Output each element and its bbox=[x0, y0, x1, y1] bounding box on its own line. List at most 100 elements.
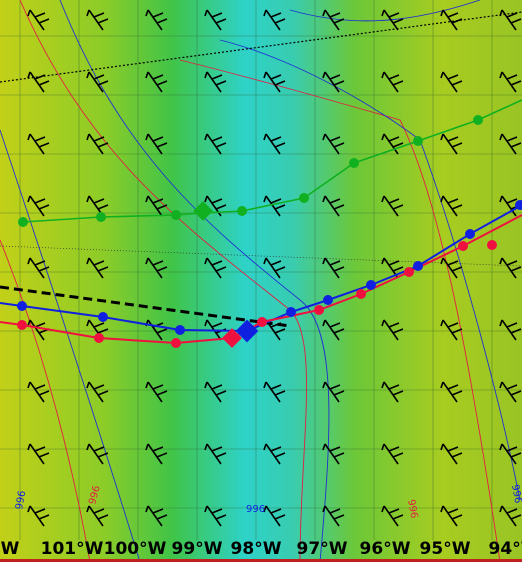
wind-barb bbox=[322, 9, 345, 31]
isobar-label: 996 bbox=[246, 504, 265, 515]
isobar-label: 996 bbox=[87, 484, 103, 505]
blue-point bbox=[98, 312, 108, 322]
wind-barb bbox=[381, 505, 404, 527]
wind-barb bbox=[499, 9, 522, 31]
wind-barb bbox=[204, 9, 227, 31]
forecast-dashed-track bbox=[0, 285, 291, 328]
red-point bbox=[257, 317, 267, 327]
wind-barb bbox=[322, 443, 345, 465]
longitude-label: 98°W bbox=[231, 539, 282, 559]
longitude-label: 95°W bbox=[420, 539, 471, 559]
wind-barb bbox=[263, 71, 286, 93]
wind-barb bbox=[204, 257, 227, 279]
wind-barb bbox=[86, 505, 109, 527]
green-point bbox=[473, 115, 483, 125]
wind-barb bbox=[499, 319, 522, 341]
graticule bbox=[0, 0, 522, 540]
wind-barb bbox=[86, 381, 109, 403]
wind-barb bbox=[322, 257, 345, 279]
blue-point bbox=[175, 325, 185, 335]
wind-barb bbox=[27, 257, 50, 279]
wind-barb bbox=[86, 71, 109, 93]
wind-barb bbox=[499, 257, 522, 279]
wind-barb bbox=[204, 195, 227, 217]
red-point bbox=[17, 320, 27, 330]
wind-barb bbox=[27, 443, 50, 465]
wind-barb bbox=[322, 505, 345, 527]
wind-barb bbox=[145, 381, 168, 403]
wind-barb bbox=[204, 381, 227, 403]
wind-barb bbox=[145, 195, 168, 217]
wind-barb bbox=[322, 133, 345, 155]
longitude-label: 94°W bbox=[489, 539, 522, 559]
wind-barb bbox=[440, 195, 463, 217]
green-point bbox=[18, 217, 28, 227]
green-point bbox=[413, 136, 423, 146]
longitude-label: 99°W bbox=[172, 539, 223, 559]
green-track bbox=[22, 99, 522, 223]
wind-barb bbox=[263, 381, 286, 403]
blue-point bbox=[17, 301, 27, 311]
wind-barb bbox=[86, 195, 109, 217]
wind-barb bbox=[204, 443, 227, 465]
wind-barb bbox=[27, 71, 50, 93]
wind-barb bbox=[27, 505, 50, 527]
wind-barb bbox=[381, 71, 404, 93]
wind-barb bbox=[145, 133, 168, 155]
wind-barb bbox=[440, 71, 463, 93]
green-point bbox=[96, 212, 106, 222]
wind-barb bbox=[27, 381, 50, 403]
wind-barb bbox=[145, 9, 168, 31]
longitude-label: 96°W bbox=[360, 539, 411, 559]
wind-barb bbox=[27, 195, 50, 217]
wind-barb bbox=[499, 195, 522, 217]
wind-barb bbox=[263, 195, 286, 217]
wind-barb bbox=[263, 443, 286, 465]
wind-barb bbox=[263, 133, 286, 155]
isobar-label: 996 bbox=[509, 484, 522, 505]
wind-barbs bbox=[27, 9, 522, 527]
wind-barb bbox=[499, 381, 522, 403]
wind-barb bbox=[381, 133, 404, 155]
wind-barb bbox=[322, 195, 345, 217]
red-point bbox=[487, 240, 497, 250]
red-point bbox=[458, 241, 468, 251]
longitude-label: 100°W bbox=[104, 539, 167, 559]
blue-point bbox=[413, 261, 423, 271]
wind-barb bbox=[499, 71, 522, 93]
longitude-label: 102°W bbox=[0, 539, 20, 559]
blue-point bbox=[366, 280, 376, 290]
wind-barb bbox=[27, 9, 50, 31]
wind-barb bbox=[440, 133, 463, 155]
wind-barb bbox=[86, 257, 109, 279]
wind-barb bbox=[440, 319, 463, 341]
wind-barb bbox=[322, 381, 345, 403]
wind-barb bbox=[263, 505, 286, 527]
green-point bbox=[171, 210, 181, 220]
wind-barb bbox=[86, 443, 109, 465]
longitude-label: 101°W bbox=[41, 539, 104, 559]
wind-barb bbox=[145, 71, 168, 93]
wind-barb bbox=[27, 319, 50, 341]
wind-barb bbox=[381, 195, 404, 217]
wind-barb bbox=[499, 133, 522, 155]
wind-barb bbox=[204, 505, 227, 527]
green-point bbox=[349, 158, 359, 168]
wind-barb bbox=[440, 443, 463, 465]
bottom-border bbox=[0, 559, 522, 562]
wind-barb bbox=[499, 443, 522, 465]
blue-point bbox=[515, 200, 522, 210]
wind-barb bbox=[440, 505, 463, 527]
red-point bbox=[171, 338, 181, 348]
red-point bbox=[314, 305, 324, 315]
wind-barb bbox=[86, 319, 109, 341]
green-marker bbox=[193, 201, 213, 221]
blue-point bbox=[286, 307, 296, 317]
wind-barb bbox=[322, 71, 345, 93]
wind-barb bbox=[145, 319, 168, 341]
red-point bbox=[94, 333, 104, 343]
dotted-line bbox=[0, 245, 522, 267]
